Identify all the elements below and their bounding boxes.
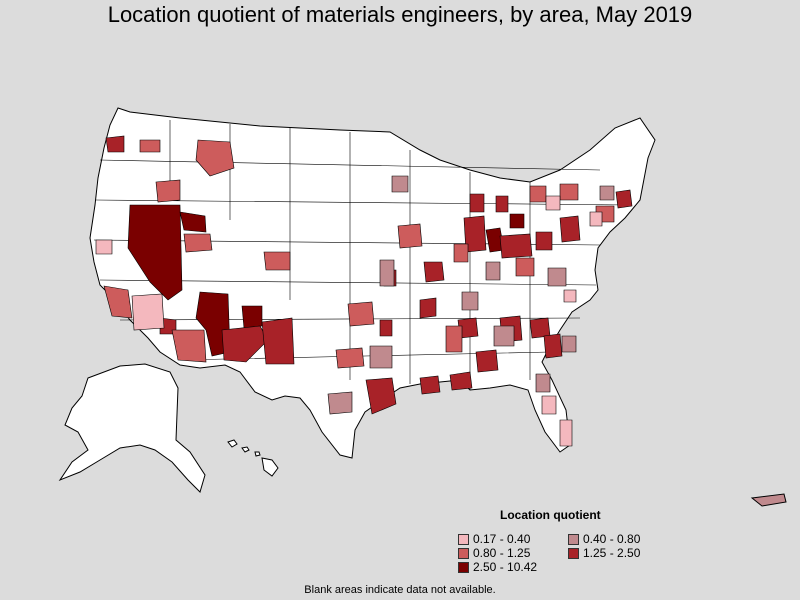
legend-label: 2.50 - 10.42 bbox=[473, 560, 538, 574]
legend-swatch bbox=[568, 547, 579, 559]
legend-title: Location quotient bbox=[500, 508, 601, 522]
legend-item-4: 2.50 - 10.42 bbox=[458, 560, 537, 574]
legend-swatch bbox=[458, 561, 469, 573]
legend-swatch bbox=[568, 533, 579, 545]
area-boundaries bbox=[93, 120, 631, 390]
legend-swatch bbox=[458, 533, 469, 545]
shaded-areas bbox=[95, 135, 633, 447]
legend-label: 0.80 - 1.25 bbox=[473, 546, 531, 560]
legend-label: 0.17 - 0.40 bbox=[473, 532, 531, 546]
legend-item-2: 0.80 - 1.25 bbox=[458, 546, 530, 560]
legend-label: 1.25 - 2.50 bbox=[583, 546, 641, 560]
legend-swatch bbox=[458, 547, 469, 559]
legend-item-0: 0.17 - 0.40 bbox=[458, 532, 530, 546]
puerto-rico-outline bbox=[750, 493, 787, 507]
legend: 0.17 - 0.40 0.40 - 0.80 0.80 - 1.25 1.25… bbox=[458, 532, 698, 574]
alaska-outline bbox=[58, 363, 206, 493]
legend-item-3: 1.25 - 2.50 bbox=[568, 546, 640, 560]
footnote: Blank areas indicate data not available. bbox=[304, 584, 496, 596]
map-title: Location quotient of materials engineers… bbox=[107, 2, 693, 27]
legend-label: 0.40 - 0.80 bbox=[583, 532, 641, 546]
legend-item-1: 0.40 - 0.80 bbox=[568, 532, 640, 546]
hawaii-islands bbox=[227, 439, 279, 477]
